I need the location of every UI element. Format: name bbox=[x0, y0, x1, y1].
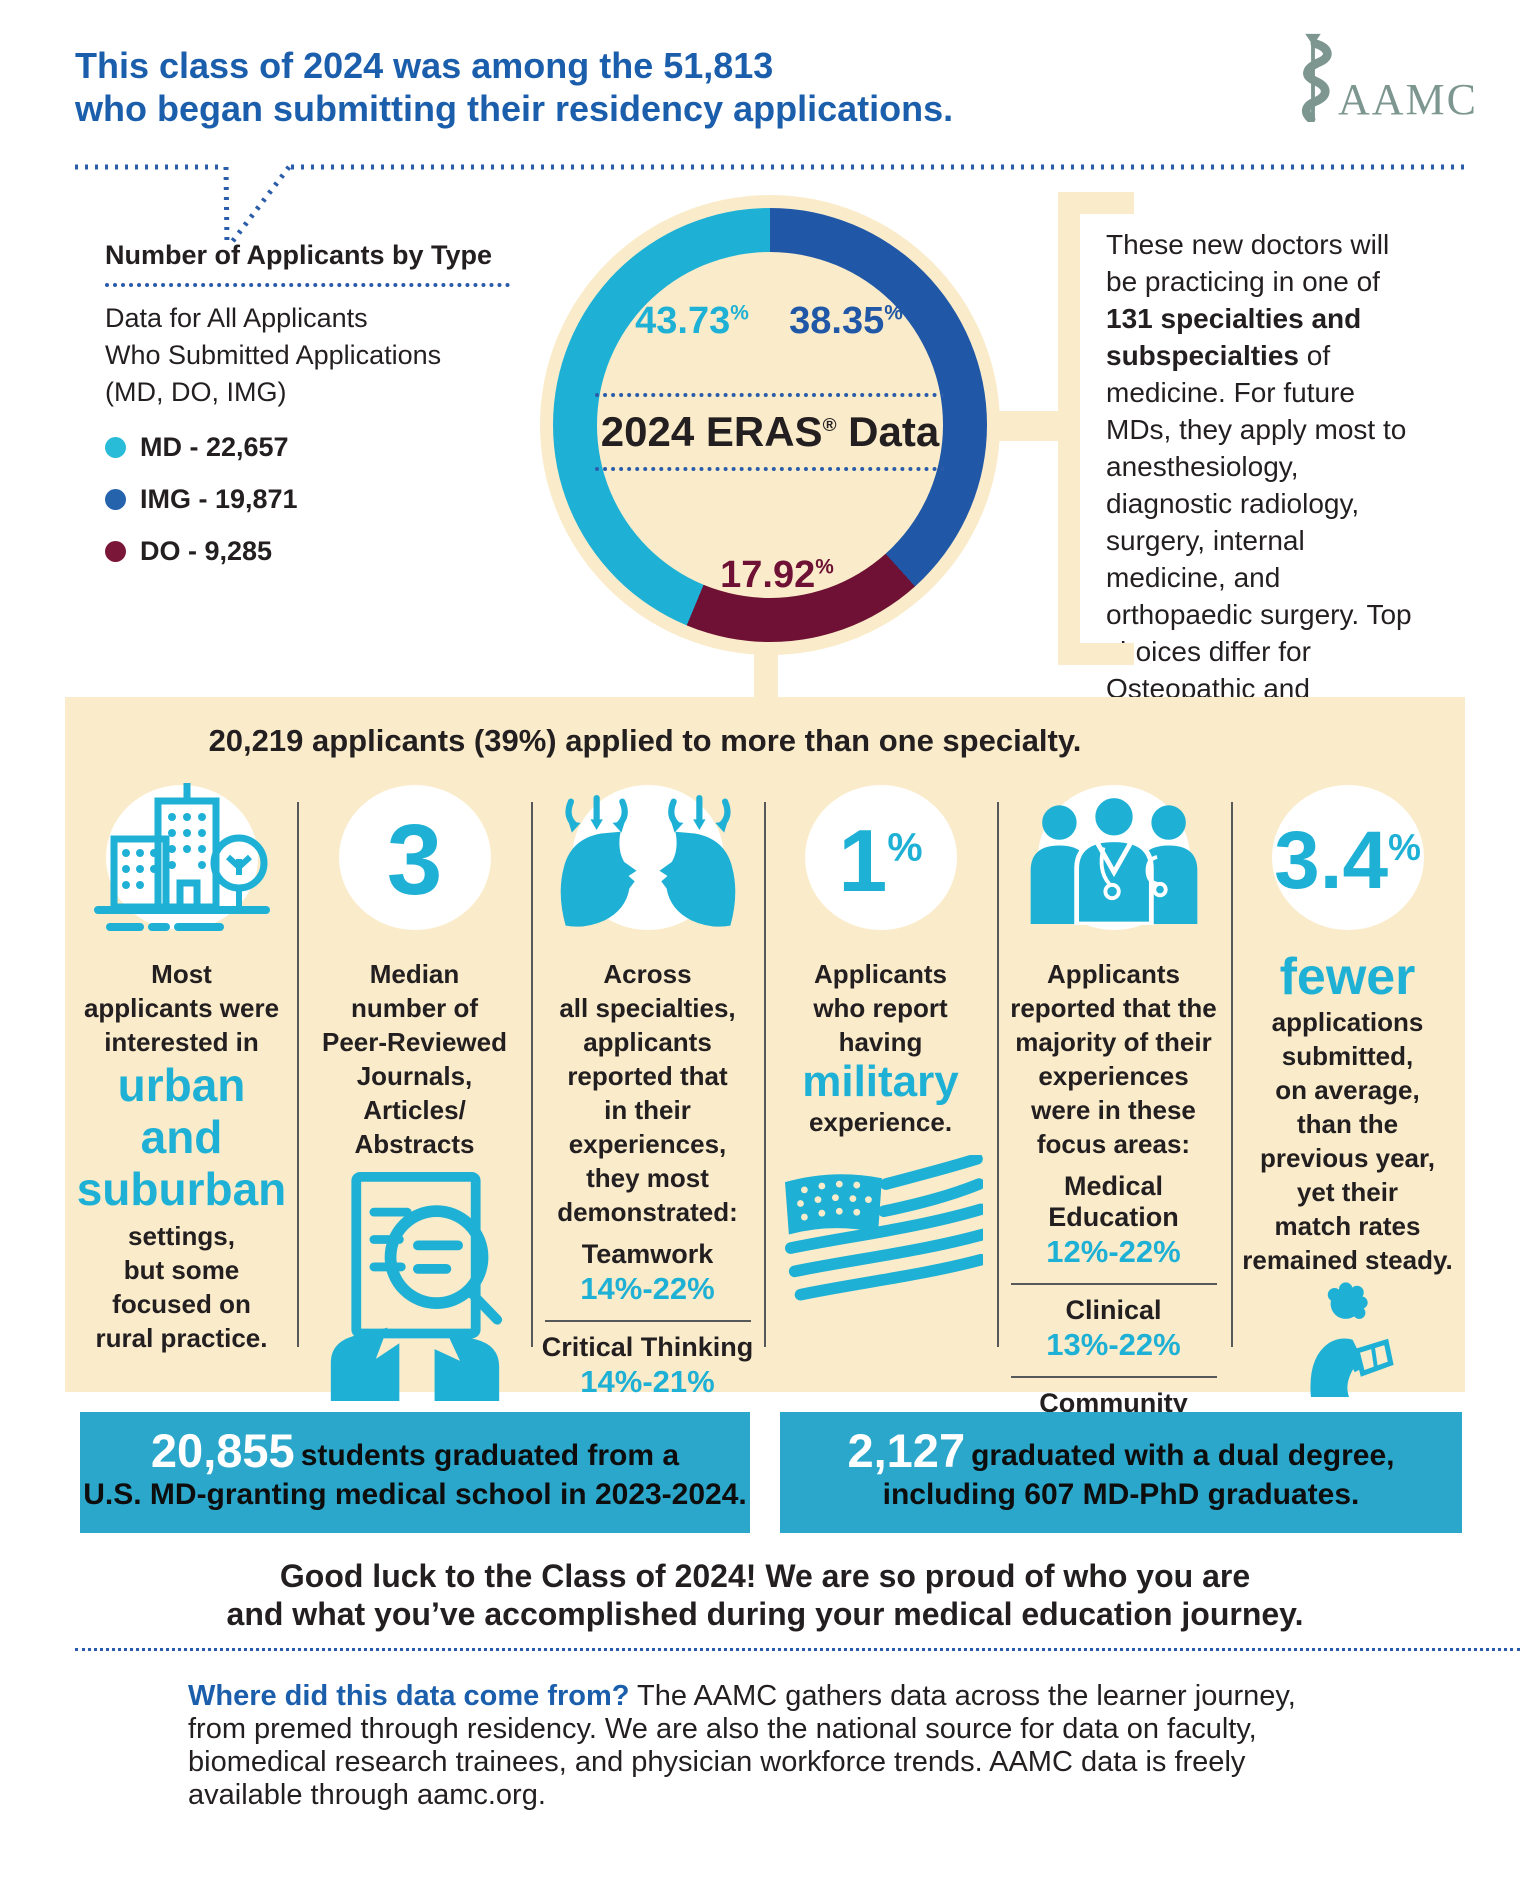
legend-item-md: MD - 22,657 bbox=[105, 432, 289, 463]
column-divider bbox=[997, 802, 999, 1347]
stat-range: 12%-22% bbox=[1046, 1234, 1181, 1269]
title-line-2: who began submitting their residency app… bbox=[75, 88, 954, 129]
band-title: 20,219 applicants (39%) applied to more … bbox=[208, 723, 1082, 758]
column-divider bbox=[1231, 802, 1233, 1347]
stat-range: 14%-21% bbox=[580, 1364, 715, 1399]
column-text: Median number of Peer-Reviewed Journals,… bbox=[322, 959, 507, 1159]
military-percent: 1% bbox=[838, 810, 923, 910]
aamc-logo: AAMC bbox=[1288, 33, 1479, 124]
do-percent-label: 17.92% bbox=[720, 554, 834, 596]
person-reading-icon bbox=[1268, 1279, 1428, 1397]
aamc-logo-text: AAMC bbox=[1338, 75, 1479, 124]
banner-number: 20,855 bbox=[150, 1424, 295, 1477]
banner-text: graduated with a dual degree, bbox=[971, 1439, 1395, 1472]
legend-dotted-rule bbox=[105, 283, 510, 287]
column-icon-area: 3.4% bbox=[1231, 785, 1464, 945]
column-demonstrated-skills: Across all specialties, applicants repor… bbox=[531, 697, 764, 1399]
legend-item-label: MD - 22,657 bbox=[140, 432, 289, 462]
legend-item-do: DO - 9,285 bbox=[105, 536, 272, 567]
column-icon-area bbox=[531, 785, 764, 945]
column-text: Across all specialties, applicants repor… bbox=[557, 959, 738, 1227]
closing-message-line-1: Good luck to the Class of 2024! We are s… bbox=[279, 1558, 1251, 1594]
banner-text: students graduated from a bbox=[300, 1439, 680, 1472]
city-buildings-icon bbox=[92, 777, 272, 942]
column-text: experience. bbox=[808, 1107, 953, 1137]
column-fewer-applications: 3.4% fewer applications submitted, on av… bbox=[1231, 697, 1464, 1397]
legend-item-img: IMG - 19,871 bbox=[105, 484, 298, 515]
medical-team-icon bbox=[1023, 789, 1205, 925]
multi-specialty-band: 20,219 applicants (39%) applied to more … bbox=[65, 697, 1465, 1455]
do-color-dot bbox=[105, 541, 126, 562]
specialties-note-bold: 131 specialties and subspecialties bbox=[1106, 303, 1362, 371]
us-flag-icon bbox=[779, 1155, 983, 1315]
column-military: 1% Applicants who report having military… bbox=[764, 697, 997, 1392]
md-graduates-banner: 20,855 students graduated from a U.S. MD-… bbox=[80, 1412, 750, 1533]
banner-text: U.S. MD-granting medical school in 2023-… bbox=[83, 1478, 747, 1511]
column-text: applications submitted, on average, than… bbox=[1242, 1007, 1453, 1275]
bracket-bottom-arm bbox=[1058, 643, 1134, 665]
column-text: Most applicants were interested in bbox=[83, 959, 280, 1057]
white-circle bbox=[804, 785, 957, 930]
column-highlight: urban and suburban bbox=[76, 1059, 287, 1215]
stat-divider bbox=[1010, 1283, 1217, 1285]
two-heads-arrows-icon bbox=[555, 793, 741, 929]
stat-range: 13%-22% bbox=[1046, 1327, 1181, 1362]
page-title: This class of 2024 was among the 51,813 … bbox=[75, 44, 953, 130]
donut-center-label: 2024 ERAS® Data bbox=[595, 393, 945, 471]
md-color-dot bbox=[105, 437, 126, 458]
column-divider bbox=[531, 802, 533, 1347]
fewer-percent: 3.4% bbox=[1274, 815, 1421, 907]
median-number: 3 bbox=[386, 803, 443, 916]
legend-item-label: IMG - 19,871 bbox=[140, 484, 298, 514]
column-divider bbox=[764, 802, 766, 1347]
stat-label: Critical Thinking bbox=[541, 1332, 754, 1362]
img-percent-label: 38.35% bbox=[789, 300, 903, 342]
data-source-note: Where did this data come from? The AAMC … bbox=[188, 1680, 1358, 1812]
stat-label: Teamwork bbox=[581, 1239, 714, 1269]
white-circle bbox=[1271, 785, 1424, 930]
column-practice-setting: Most applicants were interested in urban… bbox=[65, 697, 298, 1392]
column-icon-area: 1% bbox=[764, 785, 997, 945]
closing-message-line-2: and what you’ve accomplished during your… bbox=[226, 1596, 1304, 1632]
stat-label: Medical Education bbox=[1048, 1171, 1179, 1232]
column-icon-area bbox=[65, 783, 298, 945]
speech-bubble-dotted-divider bbox=[75, 164, 1467, 248]
column-focus-areas: Applicants reported that the majority of… bbox=[997, 697, 1230, 1455]
bracket-vertical-bar bbox=[1058, 192, 1080, 665]
legend-heading: Number of Applicants by Type bbox=[105, 240, 493, 270]
column-text: settings, but some focused on rural prac… bbox=[95, 1221, 268, 1353]
column-text: Applicants reported that the majority of… bbox=[1010, 959, 1217, 1159]
bottom-dotted-divider bbox=[75, 1648, 1520, 1651]
stat-divider bbox=[544, 1320, 751, 1322]
legend-item-label: DO - 9,285 bbox=[140, 536, 273, 566]
donut-hole bbox=[597, 252, 943, 598]
dual-degree-banner: 2,127 graduated with a dual degree, inclu… bbox=[780, 1412, 1462, 1533]
stat-label: Clinical bbox=[1065, 1295, 1162, 1325]
stat-range: 14%-22% bbox=[580, 1271, 715, 1306]
column-icon-area bbox=[997, 785, 1230, 945]
document-magnifier-hands-icon bbox=[317, 1171, 513, 1401]
banner-number: 2,127 bbox=[847, 1424, 966, 1477]
stat-divider bbox=[1010, 1376, 1217, 1378]
white-circle bbox=[338, 785, 491, 930]
img-color-dot bbox=[105, 489, 126, 510]
bracket-top-arm bbox=[1058, 192, 1134, 214]
column-divider bbox=[297, 802, 299, 1347]
column-text: Applicants who report having bbox=[813, 959, 948, 1057]
column-highlight: military bbox=[802, 1057, 959, 1106]
column-highlight: fewer bbox=[1279, 948, 1416, 1006]
column-icon-area: 3 bbox=[298, 785, 531, 945]
footer-body: The AAMC gathers data across the learner… bbox=[188, 1680, 1296, 1811]
legend-subheading: Data for All Applicants Who Submitted Ap… bbox=[105, 303, 442, 407]
footer-lead: Where did this data come from? bbox=[188, 1680, 630, 1712]
banner-text: including 607 MD-PhD graduates. bbox=[882, 1478, 1360, 1511]
column-peer-reviewed: 3 Median number of Peer-Reviewed Journal… bbox=[298, 697, 531, 1401]
caduceus-icon bbox=[1288, 30, 1338, 122]
title-line-1: This class of 2024 was among the 51,813 bbox=[75, 45, 774, 86]
md-percent-label: 43.73% bbox=[635, 300, 749, 342]
